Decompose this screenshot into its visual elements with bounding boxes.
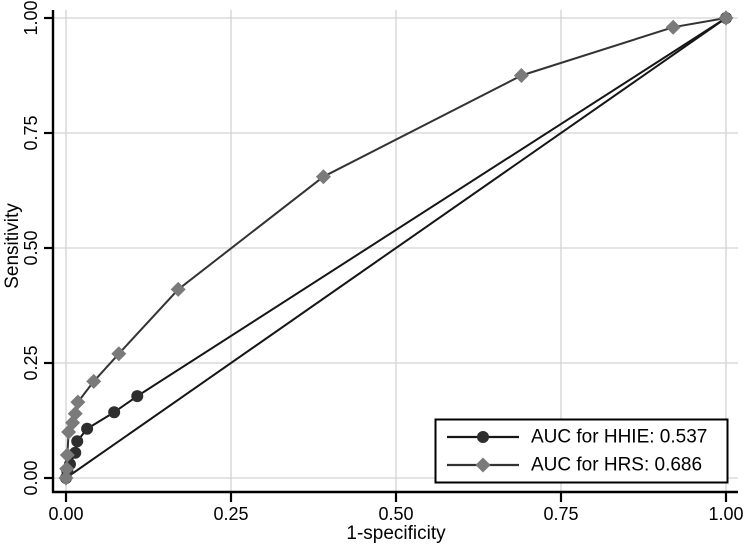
legend-circle-marker-hhie [477,431,489,443]
y-tick-label: 0.25 [21,345,41,380]
y-tick-label: 0.00 [21,460,41,495]
diamond-marker-hrs [170,281,186,297]
legend: AUC for HHIE: 0.537 AUC for HRS: 0.686 [434,418,729,484]
x-tick-label: 0.25 [213,504,248,524]
diamond-marker-hrs [513,68,529,83]
legend-label-hhie: AUC for HHIE: 0.537 [531,427,707,448]
circle-marker-hhie [131,390,144,403]
diamond-marker-hrs [665,19,681,35]
legend-label-hrs: AUC for HRS: 0.686 [531,455,702,476]
diamond-marker-hrs [315,169,331,185]
legend-diamond-marker-hrs [475,457,491,473]
diamond-marker-hrs [718,10,734,26]
legend-box [434,418,729,484]
x-tick-label: 0.50 [378,504,413,524]
circle-marker-hhie [81,422,94,435]
x-tick-label: 1.00 [708,504,743,524]
diamond-marker-hrs [67,406,83,422]
diamond-marker-hrs [59,447,75,463]
diamond-marker-hrs [59,461,75,477]
circle-marker-hhie [108,406,121,419]
y-tick-label: 1.00 [21,0,41,35]
diamond-marker-hrs [111,346,127,362]
x-axis-title: 1-specificity [346,523,446,544]
y-tick-label: 0.50 [21,230,41,265]
diamond-marker-hrs [86,373,102,389]
reference-diagonal-line [65,17,727,479]
diamond-marker-hrs [58,470,74,486]
roc-curve-hrs [58,10,734,486]
x-tick-label: 0.00 [48,504,83,524]
y-axis-title: Sensitivity [2,203,23,289]
diamond-marker-hrs [70,394,86,410]
x-tick-label: 0.75 [543,504,578,524]
y-tick-label: 0.75 [21,115,41,150]
circle-marker-hhie [71,435,84,448]
